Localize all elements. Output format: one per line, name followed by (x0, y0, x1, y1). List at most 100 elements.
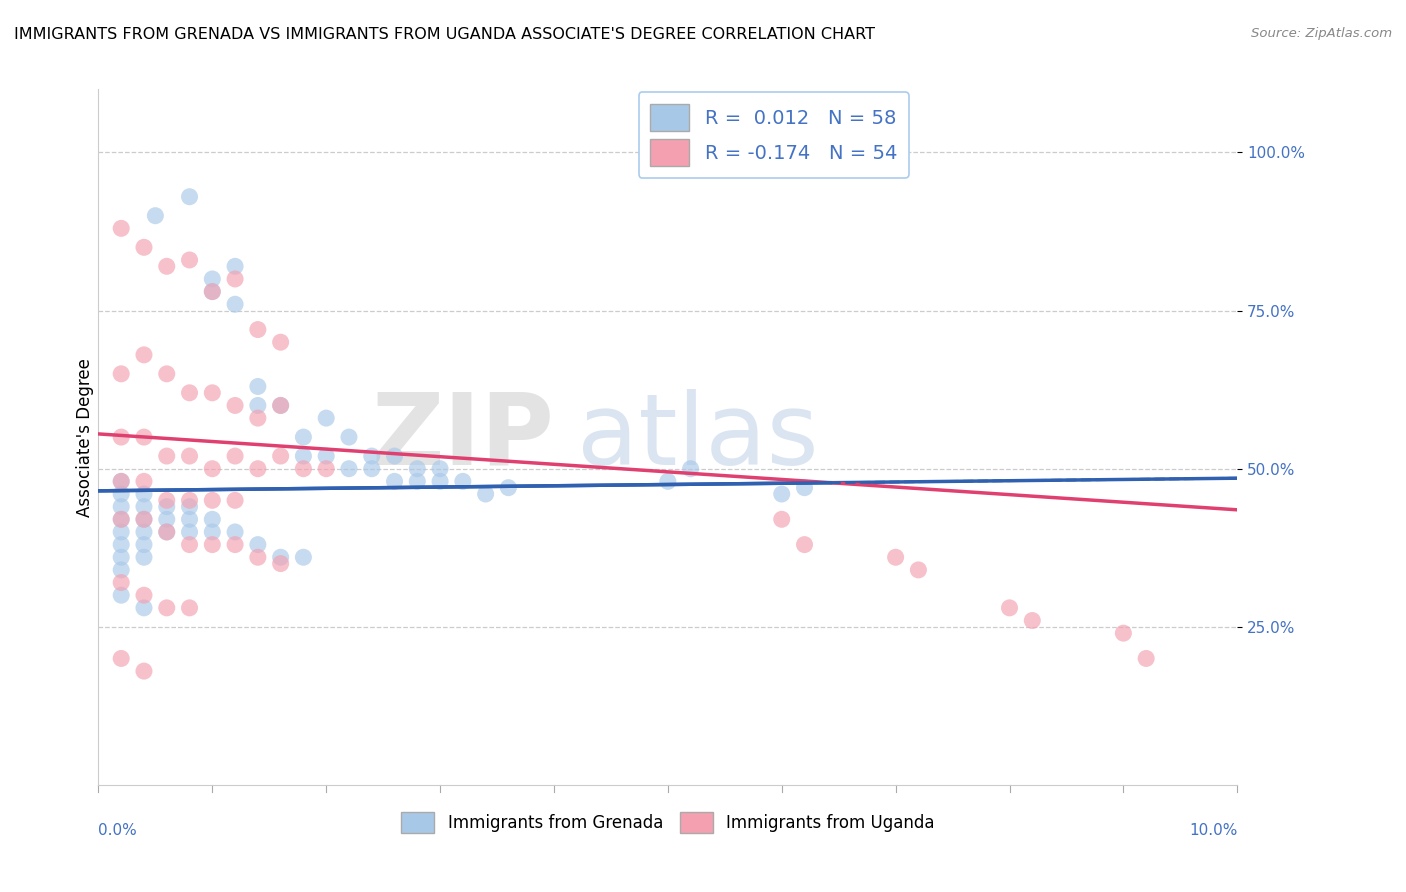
Point (224, 272, 246, 286)
Point (498, 481, 520, 495)
Point (998, 600, 1021, 615)
Point (156, 260, 179, 274)
Point (679, 461, 702, 475)
Point (224, 449, 246, 463)
Point (132, 430, 155, 444)
Point (110, 575, 132, 590)
Point (292, 461, 315, 475)
Point (451, 475, 474, 489)
Point (270, 550, 292, 565)
Point (110, 221, 132, 235)
Point (315, 411, 337, 425)
Point (110, 487, 132, 501)
Point (1021, 614, 1043, 628)
Point (201, 512, 224, 526)
Point (246, 379, 269, 393)
Point (201, 493, 224, 508)
Point (406, 461, 429, 475)
Point (770, 487, 793, 501)
Point (179, 500, 201, 514)
Point (907, 563, 929, 577)
Point (132, 512, 155, 526)
Point (132, 487, 155, 501)
Point (1112, 626, 1135, 640)
Point (145, 209, 167, 223)
Point (246, 550, 269, 565)
Point (793, 481, 815, 495)
Point (360, 461, 382, 475)
Point (315, 449, 337, 463)
Point (179, 538, 201, 552)
Point (179, 385, 201, 400)
Point (110, 475, 132, 489)
Point (429, 475, 451, 489)
Point (246, 399, 269, 413)
Text: IMMIGRANTS FROM GRENADA VS IMMIGRANTS FROM UGANDA ASSOCIATE'S DEGREE CORRELATION: IMMIGRANTS FROM GRENADA VS IMMIGRANTS FR… (14, 27, 875, 42)
Point (224, 260, 246, 274)
Point (246, 411, 269, 425)
Point (201, 285, 224, 299)
Point (1135, 651, 1157, 665)
Point (270, 557, 292, 571)
Point (657, 475, 679, 489)
Point (292, 449, 315, 463)
Point (132, 512, 155, 526)
Point (132, 475, 155, 489)
Text: Source: ZipAtlas.com: Source: ZipAtlas.com (1251, 27, 1392, 40)
Point (224, 538, 246, 552)
Point (337, 430, 360, 444)
Point (270, 399, 292, 413)
Point (110, 651, 132, 665)
Point (132, 348, 155, 362)
Point (770, 512, 793, 526)
Point (224, 524, 246, 539)
Point (201, 285, 224, 299)
Point (360, 449, 382, 463)
Point (156, 493, 179, 508)
Y-axis label: Associate's Degree: Associate's Degree (76, 358, 94, 516)
Point (179, 512, 201, 526)
Text: ZIP: ZIP (371, 389, 554, 485)
Point (156, 512, 179, 526)
Point (110, 563, 132, 577)
Point (156, 367, 179, 381)
Point (110, 538, 132, 552)
Point (406, 475, 429, 489)
Point (110, 430, 132, 444)
Point (156, 524, 179, 539)
Point (201, 272, 224, 286)
Point (110, 475, 132, 489)
Point (246, 538, 269, 552)
Point (179, 449, 201, 463)
Text: atlas: atlas (576, 389, 818, 485)
Point (179, 600, 201, 615)
Point (110, 500, 132, 514)
Point (156, 500, 179, 514)
Point (224, 297, 246, 311)
Point (246, 322, 269, 336)
Point (474, 487, 496, 501)
Point (270, 335, 292, 350)
Point (793, 538, 815, 552)
Point (384, 449, 406, 463)
Point (156, 600, 179, 615)
Point (132, 600, 155, 615)
Point (156, 524, 179, 539)
Point (224, 493, 246, 508)
Point (179, 252, 201, 267)
Point (201, 461, 224, 475)
Point (884, 550, 907, 565)
Point (110, 524, 132, 539)
Text: 0.0%: 0.0% (98, 823, 138, 838)
Point (132, 500, 155, 514)
Point (179, 190, 201, 204)
Point (179, 524, 201, 539)
Text: 10.0%: 10.0% (1189, 823, 1237, 838)
Point (201, 524, 224, 539)
Point (429, 461, 451, 475)
Point (337, 461, 360, 475)
Point (110, 367, 132, 381)
Point (132, 664, 155, 678)
Point (110, 512, 132, 526)
Point (110, 588, 132, 602)
